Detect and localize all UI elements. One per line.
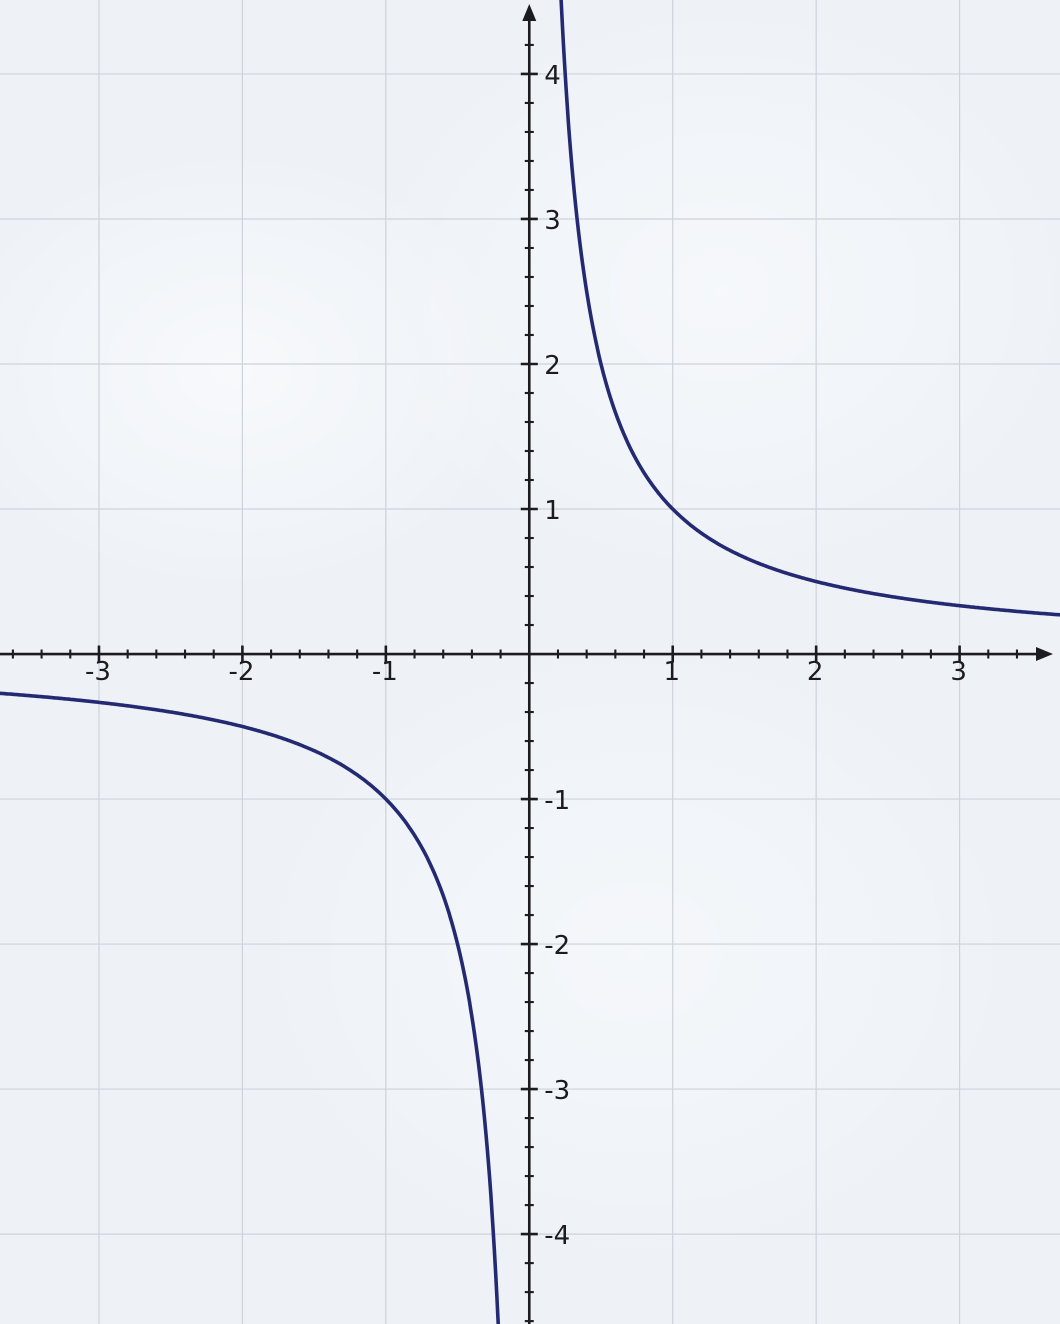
x-axis-arrow-icon: [1036, 647, 1053, 662]
hyperbola-curve-branch-quadrant-1: [559, 0, 1060, 617]
y-tick-label: -1: [544, 786, 570, 816]
x-tick-label: -1: [372, 657, 398, 687]
y-tick-label: 4: [544, 61, 561, 91]
y-tick-label: -2: [544, 931, 570, 961]
y-tick-label: -3: [544, 1076, 570, 1106]
x-tick-label: 2: [807, 657, 824, 687]
x-tick-label: -3: [85, 657, 111, 687]
hyperbola-curve-branch-quadrant-3: [0, 691, 501, 1324]
x-tick-label: 1: [663, 657, 680, 687]
x-tick-label: -2: [228, 657, 254, 687]
x-tick-label: 3: [950, 657, 967, 687]
y-tick-label: -4: [544, 1221, 570, 1251]
y-tick-label: 3: [544, 206, 561, 236]
y-axis-arrow-icon: [522, 4, 537, 21]
y-tick-label: 1: [544, 496, 561, 526]
y-tick-label: 2: [544, 351, 561, 381]
